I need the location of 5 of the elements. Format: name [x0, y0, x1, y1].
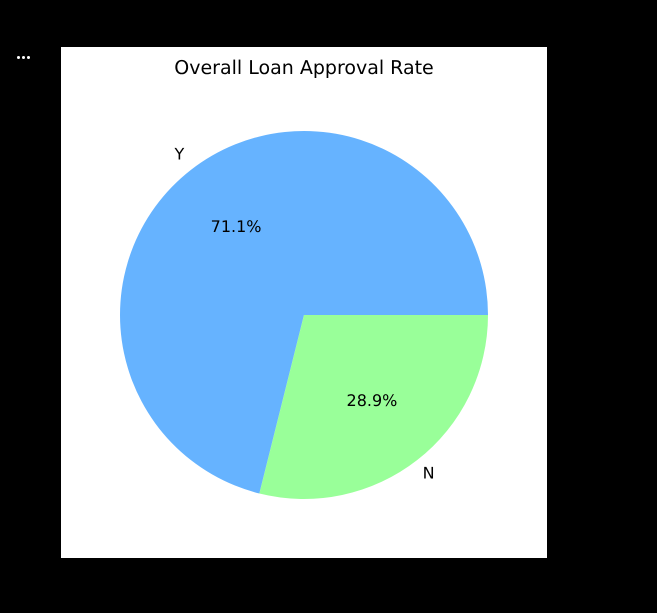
data-label: 71.1% — [210, 217, 262, 236]
slice-label: Y — [174, 144, 185, 164]
chart-title: Overall Loan Approval Rate — [174, 56, 434, 79]
slice-label: N — [422, 464, 435, 483]
data-label: 28.9% — [346, 391, 398, 410]
